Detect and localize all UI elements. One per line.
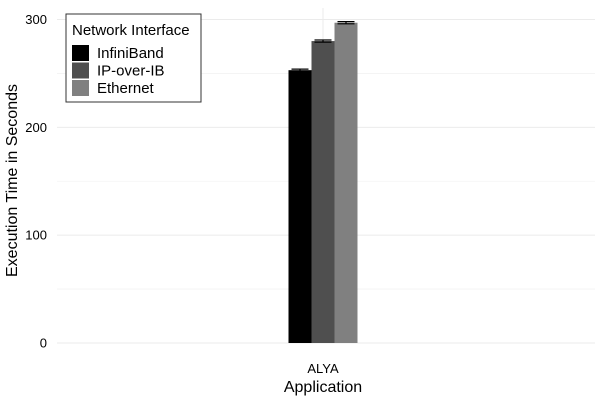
legend-swatch (72, 62, 89, 79)
bar-ethernet (334, 22, 358, 344)
y-axis-ticks: 0 100 200 300 (25, 12, 47, 351)
y-tick-label: 0 (40, 336, 47, 351)
y-tick-label: 300 (25, 12, 47, 27)
legend-label: Ethernet (97, 80, 155, 97)
error-bars (291, 21, 355, 72)
x-tick-label: ALYA (307, 361, 339, 376)
x-axis-ticks: ALYA (307, 361, 339, 376)
bar-infiniband (288, 70, 312, 343)
bar-ip-over-ib (311, 41, 335, 344)
legend-label: InfiniBand (97, 45, 164, 62)
legend-swatch (72, 45, 89, 61)
legend-title: Network Interface (72, 22, 190, 39)
x-axis-title: Application (284, 379, 362, 396)
y-tick-label: 100 (25, 228, 47, 243)
legend: Network Interface InfiniBandIP-over-IBEt… (65, 13, 202, 103)
legend-swatch (72, 80, 89, 96)
legend-label: IP-over-IB (97, 63, 165, 80)
bars (288, 22, 358, 344)
y-tick-label: 200 (25, 120, 47, 135)
y-axis-title: Execution Time in Seconds (4, 84, 21, 277)
